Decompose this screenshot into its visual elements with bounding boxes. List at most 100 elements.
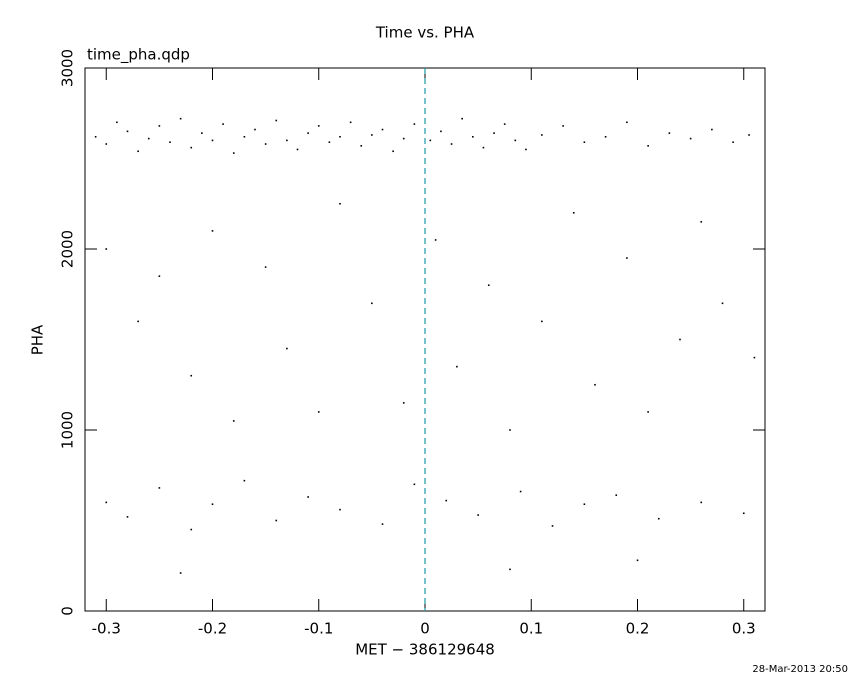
point [190,146,193,149]
point [158,275,161,277]
point [339,135,341,138]
point [429,139,432,142]
point [541,134,543,136]
point [711,128,713,131]
x-tick-label: 0.1 [519,620,543,638]
point [748,134,750,136]
point [626,257,628,259]
point [413,483,416,486]
point [461,117,463,120]
point [317,411,320,413]
point [232,420,235,422]
point [275,119,278,122]
footer: 28-Mar-2013 20:50 [752,664,848,675]
point [541,320,543,323]
point [445,499,448,502]
point [105,143,108,145]
point [583,141,586,144]
point [647,145,649,147]
point [732,141,734,144]
point [349,121,352,124]
point [679,338,681,341]
point [339,508,341,511]
point [286,347,288,350]
point [116,121,118,124]
point [668,132,671,134]
point [636,559,639,562]
point [105,248,108,250]
y-tick-label: 2000 [59,230,77,268]
point [456,365,458,368]
point [450,143,453,145]
point [328,141,331,144]
y-tick-label: 0 [59,606,77,616]
x-tick-label: -0.1 [304,620,333,638]
point [339,202,341,205]
point [626,121,628,124]
point [572,212,575,214]
point [402,137,405,140]
y-tick-label: 3000 [59,49,77,87]
point [179,117,182,120]
point [509,429,511,431]
point [371,134,373,136]
y-tick-label: 1000 [59,411,77,449]
point [700,501,703,504]
y-axis-label: PHA [29,324,47,355]
point [503,123,506,125]
point [360,145,363,147]
x-tick-label: 0 [420,620,430,638]
point [158,487,161,489]
point [402,402,405,404]
point [509,568,511,571]
point [477,514,479,516]
point [317,125,320,127]
point [296,148,299,151]
x-tick-label: -0.3 [92,620,121,638]
point [264,266,267,268]
point [94,135,97,138]
point [413,123,416,125]
point [105,501,108,504]
point [286,139,288,142]
point [434,239,437,241]
point [525,148,527,151]
point [307,496,309,498]
point [721,302,724,305]
point [222,123,224,125]
x-tick-label: 0.2 [626,620,650,638]
x-axis-label: MET − 386129648 [355,641,495,659]
point [147,137,150,140]
point [264,143,267,145]
point [190,528,193,531]
point [440,130,442,133]
point [487,284,490,286]
point [604,135,607,138]
chart-title: Time vs. PHA [375,24,475,42]
point [179,572,182,574]
point [201,132,203,134]
point [254,128,256,131]
point [211,503,214,506]
point [657,517,660,520]
point [381,128,384,131]
point [126,516,129,518]
chart-subtitle: time_pha.qdp [87,46,190,65]
point [158,125,161,127]
point [700,221,703,223]
point [232,152,235,154]
point [551,525,554,527]
point [689,137,692,140]
point [583,503,586,506]
x-tick-label: 0.3 [732,620,756,638]
point [392,150,394,153]
point [211,230,214,232]
point [307,132,309,134]
point [514,139,517,142]
point [472,135,474,138]
point [519,490,522,493]
point [482,146,485,149]
point [190,374,193,377]
point [169,141,171,144]
